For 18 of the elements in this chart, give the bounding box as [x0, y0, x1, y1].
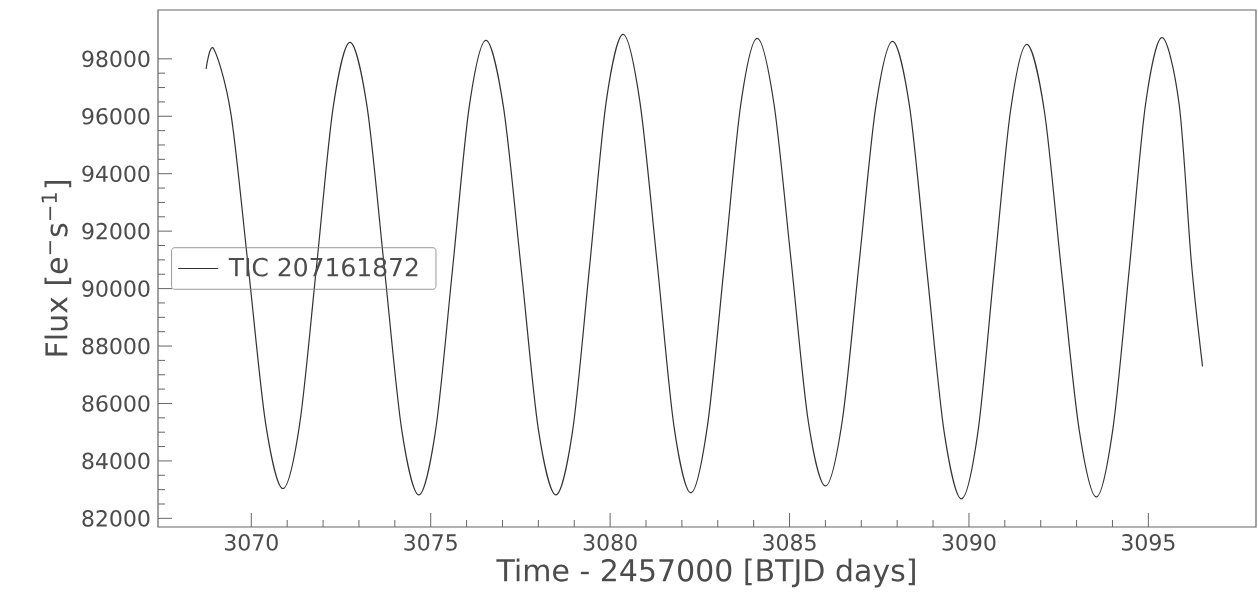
y-tick-label: 92000 — [82, 222, 150, 240]
x-axis-title: Time - 2457000 [BTJD days] — [496, 558, 915, 588]
x-tick-label: 3075 — [404, 534, 457, 551]
x-tick-label: 3090 — [942, 534, 996, 551]
y-tick-label: 96000 — [82, 107, 150, 125]
x-tick-label: 3080 — [583, 534, 637, 551]
y-tick-label: 84000 — [82, 452, 150, 470]
y-tick-label: 82000 — [82, 510, 150, 527]
y-tick-label: 86000 — [82, 395, 150, 412]
y-axis-title: Flux [e$^{−}$s$^{−1}$] — [41, 181, 72, 356]
x-tick-label: 3070 — [224, 534, 278, 551]
y-tick-label: 98000 — [82, 50, 150, 68]
y-tick-label: 94000 — [82, 165, 150, 183]
x-tick-label: 3095 — [1122, 534, 1175, 551]
x-tick-label: 3085 — [763, 534, 816, 551]
y-tick-label: 90000 — [82, 280, 150, 297]
y-tick-label: 88000 — [82, 337, 150, 355]
line-series — [205, 33, 1204, 500]
